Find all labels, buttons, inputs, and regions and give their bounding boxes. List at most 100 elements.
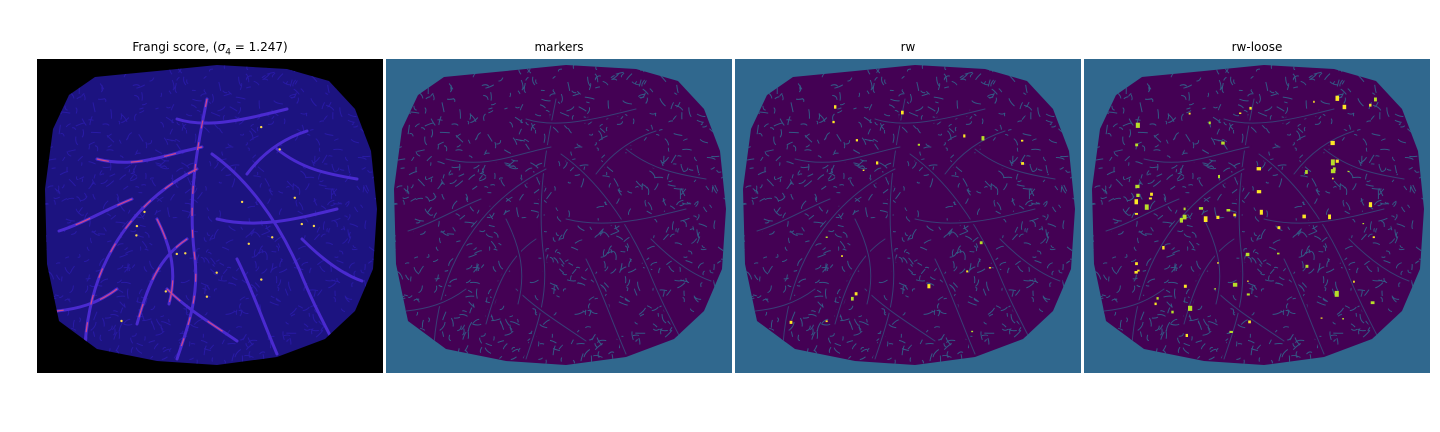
label-region	[1277, 252, 1280, 255]
label-region	[1305, 170, 1308, 174]
vessel-path	[405, 288, 467, 312]
label-region	[927, 284, 931, 289]
label-region	[1233, 213, 1236, 217]
vessel-path	[1143, 146, 1250, 163]
label-region	[1332, 177, 1334, 180]
label-region	[1334, 290, 1339, 297]
peak-point	[175, 252, 178, 256]
vessel-path	[834, 238, 886, 325]
label-region	[1198, 207, 1204, 210]
panel-title-frangi: Frangi score, (σ4 = 1.247)	[132, 40, 288, 58]
peak-point	[143, 210, 146, 214]
label-region	[1154, 302, 1157, 306]
peak-point	[293, 196, 296, 199]
vessel-path	[95, 145, 204, 164]
label-region	[1342, 104, 1347, 110]
label-region	[1216, 215, 1220, 219]
vessel-path	[794, 146, 901, 163]
peak-point	[260, 125, 263, 129]
vessel-texture	[394, 65, 726, 365]
vessel-path	[1183, 238, 1235, 325]
markers-canvas	[386, 59, 732, 373]
label-region	[1135, 262, 1138, 266]
vessel-path	[874, 98, 906, 360]
label-region	[1362, 223, 1365, 225]
vessel-path	[909, 153, 1036, 350]
vessel-highlight	[58, 198, 133, 232]
vessel-path	[944, 130, 1006, 175]
label-region	[1353, 280, 1355, 283]
vessel-path	[914, 208, 1036, 224]
vessel-path	[1223, 98, 1255, 360]
label-region	[981, 136, 985, 141]
label-region	[1330, 140, 1335, 146]
vessel-path	[565, 208, 687, 224]
panel-title-rw: rw	[900, 40, 916, 54]
vessel-path	[1258, 153, 1385, 350]
rw-image	[735, 59, 1081, 373]
panel-title-markers: markers	[534, 40, 584, 54]
label-region	[1214, 288, 1216, 290]
vessel-path	[300, 237, 364, 283]
vessel-path	[625, 148, 707, 180]
peak-point	[205, 295, 209, 298]
peak-point	[215, 271, 218, 274]
label-region	[1347, 170, 1350, 173]
vessel-path	[1323, 148, 1405, 180]
vessel-path	[505, 218, 523, 305]
label-region	[1135, 184, 1140, 189]
label-region	[1335, 95, 1340, 101]
vessel-path	[407, 198, 482, 232]
peak-point	[120, 319, 123, 323]
label-region	[1179, 217, 1183, 223]
vessel-highlight	[84, 168, 198, 345]
label-region	[1148, 197, 1152, 200]
label-region	[1188, 305, 1193, 311]
label-region	[1342, 318, 1344, 320]
label-region	[1183, 284, 1187, 288]
label-region	[1218, 175, 1220, 179]
label-region	[1162, 246, 1165, 250]
label-region	[1369, 103, 1372, 107]
vessel-highlight	[166, 288, 238, 342]
rw-canvas	[735, 59, 1081, 373]
peak-point	[271, 236, 274, 239]
label-region	[963, 134, 966, 138]
vessel-path	[1105, 198, 1180, 232]
label-region	[1320, 317, 1323, 319]
label-region	[1135, 122, 1140, 128]
vessel-texture	[743, 65, 1075, 365]
label-region	[825, 236, 828, 238]
vessel-path	[1223, 108, 1335, 124]
label-region	[1226, 209, 1231, 212]
label-region	[1368, 202, 1373, 208]
label-region	[1239, 112, 1242, 114]
peak-point	[278, 148, 281, 151]
peak-point	[240, 200, 244, 204]
label-region	[1245, 252, 1250, 257]
label-region	[1259, 209, 1263, 215]
rw-loose-canvas	[1084, 59, 1430, 373]
label-region	[854, 292, 858, 296]
vessel-path	[275, 147, 359, 181]
vessel-path	[974, 148, 1056, 180]
label-region	[876, 161, 879, 165]
label-region	[1208, 121, 1211, 125]
panel-title-rw-loose: rw-loose	[1231, 40, 1283, 54]
peak-point	[260, 278, 263, 281]
vessel-path	[235, 257, 279, 356]
label-region	[1277, 226, 1281, 230]
label-region	[1328, 214, 1331, 220]
label-region	[1229, 330, 1233, 333]
label-region	[1256, 190, 1262, 194]
label-region	[1150, 192, 1153, 196]
peak-point	[300, 222, 303, 226]
vessel-path	[650, 238, 712, 282]
vessel-texture	[45, 65, 377, 365]
label-region	[1302, 214, 1306, 219]
peak-point	[135, 224, 139, 228]
label-region	[841, 255, 843, 257]
label-region	[901, 110, 904, 115]
vessel-path	[445, 146, 552, 163]
label-region	[1144, 204, 1149, 210]
